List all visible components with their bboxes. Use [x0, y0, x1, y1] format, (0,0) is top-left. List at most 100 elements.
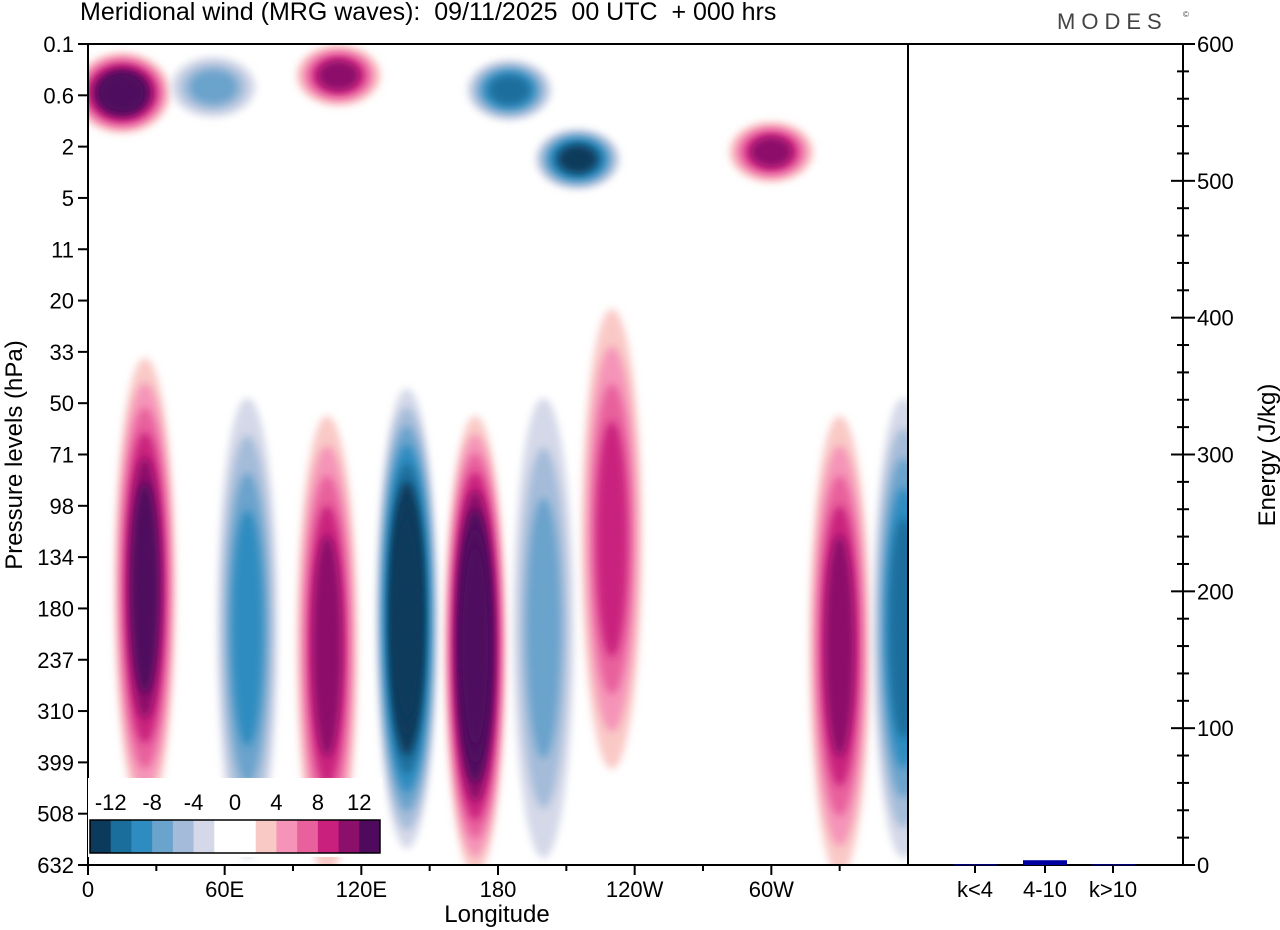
- energy-plot-frame: [907, 43, 1184, 866]
- energy-tick-label: 300: [1197, 443, 1234, 468]
- y-tick-label: 2: [62, 135, 74, 160]
- x-tick-label: 60E: [205, 877, 244, 902]
- x-tick-label: 120W: [606, 877, 664, 902]
- contour-band: [462, 546, 489, 746]
- y-tick-label: 134: [37, 545, 74, 570]
- y-tick-label: 5: [62, 186, 74, 211]
- energy-tick-label: 400: [1197, 306, 1234, 331]
- colorbar-swatch: [172, 820, 195, 853]
- contour-band: [100, 75, 144, 111]
- contour-feature-8: [297, 415, 358, 865]
- colorbar: -12 -8 -4 0 4 8 12: [88, 778, 382, 857]
- pressure-axis: 0.1 0.6 2 5 11 20 33 50 71 98 134 180 237 310 399 508 63…: [37, 32, 88, 878]
- y-tick-label: 508: [37, 802, 74, 827]
- y-tick-label: 71: [50, 443, 74, 468]
- colorbar-label: 4: [270, 790, 282, 815]
- colorbar-swatch: [90, 820, 112, 853]
- colorbar-swatch: [214, 820, 236, 853]
- chart-title: Meridional wind (MRG waves): 09/11/2025 …: [80, 0, 777, 26]
- contour-band: [232, 510, 263, 746]
- contour-feature-0: [88, 52, 171, 133]
- colorbar-swatch: [317, 820, 340, 853]
- contour-feature-9: [376, 388, 437, 849]
- energy-bars: k<4 4-10 k>10: [953, 860, 1137, 902]
- colorbar-swatch: [235, 820, 257, 853]
- contour-band: [889, 517, 908, 739]
- contour-band: [489, 75, 530, 105]
- longitude-axis: 0 60E 120E 180 120W 60W: [82, 865, 841, 902]
- x-tick-label: 0: [82, 877, 94, 902]
- y-tick-label: 98: [50, 494, 74, 519]
- energy-tick-label: 0: [1197, 853, 1209, 878]
- x-axis-label: Longitude: [444, 901, 549, 928]
- contour-band: [526, 497, 561, 759]
- energy-axis-label: Energy (J/kg): [1254, 384, 1280, 527]
- contour-feature-10: [445, 415, 506, 865]
- contour-band: [312, 535, 342, 757]
- colorbar-swatch: [152, 820, 174, 853]
- colorbar-swatch: [359, 820, 381, 853]
- colorbar-swatch: [255, 820, 277, 853]
- colorbar-swatch: [193, 820, 215, 853]
- contour-feature-2: [296, 45, 381, 106]
- colorbar-swatch: [297, 820, 319, 853]
- contour-field: [88, 45, 908, 865]
- energy-tick-label: 500: [1197, 169, 1234, 194]
- y-tick-label: 11: [51, 237, 74, 262]
- contour-band: [596, 421, 628, 657]
- y-tick-label: 632: [37, 853, 74, 878]
- contour-band: [318, 61, 359, 90]
- energy-tick-label: 200: [1197, 579, 1234, 604]
- contour-feature-4: [535, 129, 620, 190]
- contour-feature-5: [729, 121, 814, 182]
- y-tick-label: 33: [50, 340, 74, 365]
- y-tick-label: 0.1: [43, 32, 74, 57]
- energy-bar: [1091, 864, 1135, 866]
- contour-feature-14: [873, 398, 908, 859]
- contour-band: [131, 482, 159, 694]
- y-tick-label: 20: [50, 289, 74, 314]
- contour-feature-12: [581, 309, 642, 770]
- colorbar-swatch: [338, 820, 360, 853]
- energy-bar: [1023, 860, 1067, 865]
- contour-feature-7: [217, 398, 278, 859]
- y-tick-label: 310: [37, 699, 74, 724]
- x-tick-label: 60W: [749, 877, 794, 902]
- contour-band: [189, 70, 238, 105]
- colorbar-frame: [89, 819, 381, 854]
- colorbar-swatch: [131, 820, 153, 853]
- contour-feature-3: [467, 60, 552, 121]
- contour-feature-1: [171, 57, 256, 118]
- contour-feature-13: [809, 415, 870, 865]
- contour-band: [393, 519, 420, 718]
- y-tick-label: 180: [37, 596, 74, 621]
- y-tick-label: 237: [37, 648, 74, 673]
- colorbar-label: -8: [142, 790, 162, 815]
- y-axis-label: Pressure levels (hPa): [1, 340, 28, 569]
- colorbar-label: -12: [95, 790, 127, 815]
- brand-logo: MODES: [1057, 9, 1168, 34]
- energy-category-label: k<4: [957, 877, 993, 902]
- contour-band: [751, 137, 792, 167]
- energy-tick-label: 600: [1197, 32, 1234, 57]
- x-tick-label: 120E: [336, 877, 387, 902]
- colorbar-label: 8: [312, 790, 324, 815]
- contour-band: [825, 535, 855, 757]
- y-tick-label: 50: [50, 391, 74, 416]
- brand-copyright-mark: ©: [1183, 10, 1189, 19]
- colorbar-swatch: [110, 820, 132, 853]
- y-tick-label: 0.6: [43, 83, 74, 108]
- colorbar-label: 12: [347, 790, 371, 815]
- contour-feature-11: [513, 398, 574, 859]
- y-tick-label: 399: [37, 750, 74, 775]
- energy-tick-label: 100: [1197, 716, 1234, 741]
- colorbar-swatch: [276, 820, 298, 853]
- energy-bar: [953, 864, 997, 866]
- energy-category-label: 4-10: [1023, 877, 1067, 902]
- x-tick-label: 180: [480, 877, 517, 902]
- contour-band: [558, 145, 597, 173]
- contour-feature-6: [114, 357, 175, 818]
- energy-category-label: k>10: [1089, 877, 1137, 902]
- colorbar-label: 0: [229, 790, 241, 815]
